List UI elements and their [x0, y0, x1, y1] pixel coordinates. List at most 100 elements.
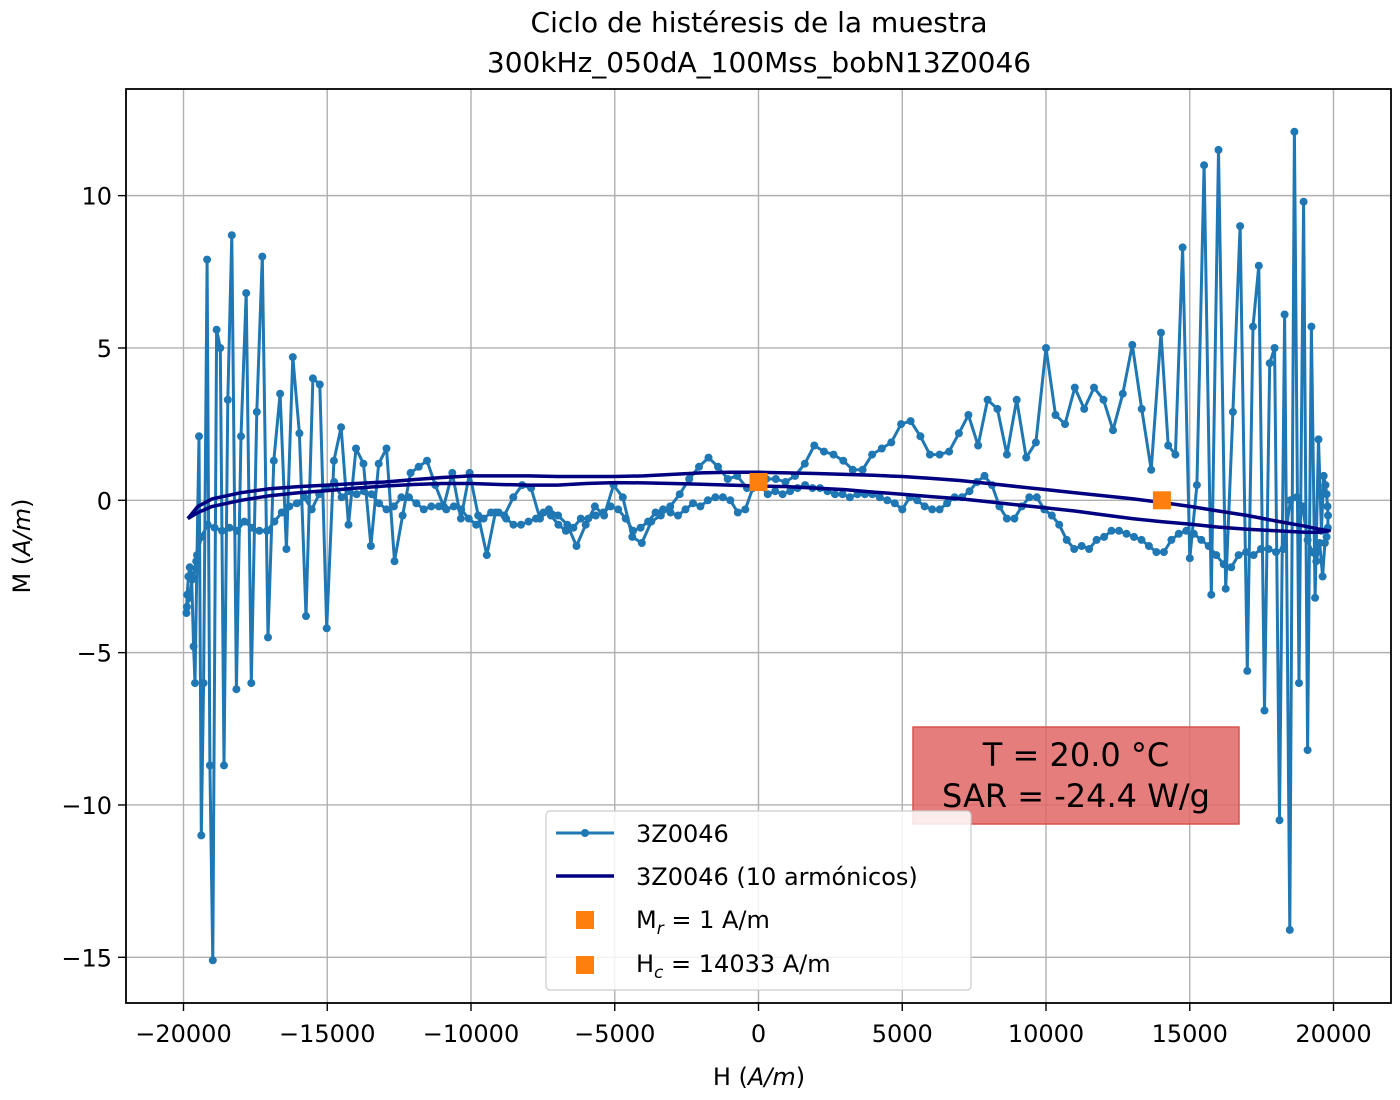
- series-raw-point: [502, 514, 511, 523]
- series-raw-point: [269, 456, 278, 465]
- series-raw-point: [695, 462, 703, 471]
- legend-swatch-raw-dot: [581, 829, 589, 837]
- series-raw-point: [718, 493, 727, 502]
- series-raw-point: [456, 514, 465, 523]
- series-raw-point: [820, 447, 828, 456]
- series-raw-point: [479, 514, 488, 523]
- series-raw-point: [247, 523, 256, 532]
- chart-title-line2: 300kHz_050dA_100Mss_bobN13Z0046: [487, 46, 1031, 79]
- legend-entry-hc-rest: = 14033 A/m: [663, 950, 830, 978]
- series-raw-point: [382, 505, 391, 514]
- series-raw-point: [1323, 502, 1332, 511]
- series-raw-point: [993, 404, 1002, 413]
- chart-title-line1: Ciclo de histéresis de la muestra: [531, 6, 988, 39]
- series-raw-point: [1077, 542, 1086, 550]
- series-raw-point: [1171, 450, 1180, 459]
- legend-entry-hc-symbol: H: [636, 950, 654, 978]
- series-raw-point: [741, 505, 750, 514]
- series-raw-point: [614, 505, 623, 514]
- series-raw-point: [1303, 746, 1312, 755]
- series-raw-point: [264, 633, 272, 642]
- series-raw-point: [875, 493, 884, 502]
- series-raw-point: [1147, 465, 1156, 474]
- series-raw-point: [227, 231, 236, 240]
- series-raw-point: [1312, 557, 1321, 566]
- series-raw-point: [561, 526, 570, 535]
- series-raw-point: [232, 685, 241, 694]
- series-raw-point: [906, 417, 915, 426]
- series-raw-point: [591, 511, 600, 520]
- series-raw-point: [898, 505, 907, 514]
- series-raw-point: [763, 490, 772, 499]
- series-raw-point: [546, 511, 555, 520]
- series-raw-point: [1321, 481, 1330, 490]
- series-raw-point: [389, 502, 398, 511]
- series-raw-point: [974, 441, 983, 450]
- series-raw-point: [277, 508, 286, 517]
- series-raw-point: [1299, 197, 1308, 206]
- series-raw-point: [1055, 520, 1064, 529]
- x-tick-label: 15000: [1152, 1020, 1228, 1048]
- series-raw-point: [778, 490, 787, 499]
- series-raw-point: [322, 624, 331, 633]
- series-raw-point: [203, 520, 212, 529]
- series-raw-point: [1242, 548, 1251, 557]
- series-raw-point: [858, 465, 867, 474]
- series-raw-point: [1315, 539, 1324, 547]
- series-raw-point: [848, 465, 857, 474]
- series-raw-point: [1228, 407, 1237, 416]
- series-raw-point: [366, 542, 375, 550]
- annotation-box: T = 20.0 °C SAR = -24.4 W/g: [912, 726, 1240, 825]
- series-raw-point: [703, 496, 712, 505]
- series-raw-point: [1219, 560, 1228, 569]
- series-raw-point: [1185, 554, 1194, 563]
- series-raw-point: [554, 511, 563, 520]
- series-raw-point: [225, 523, 234, 532]
- series-raw-point: [205, 761, 214, 770]
- x-axis-label-close: ): [796, 1063, 805, 1091]
- series-raw-point: [1002, 514, 1011, 523]
- series-raw-point: [270, 517, 279, 526]
- series-raw-point: [390, 557, 399, 566]
- series-raw-point: [1286, 496, 1295, 505]
- series-raw-point: [1311, 593, 1320, 602]
- series-raw-point: [845, 493, 854, 502]
- series-raw-point: [1042, 344, 1050, 352]
- series-raw-point: [517, 520, 525, 529]
- y-tick-label: −5: [77, 640, 112, 668]
- series-raw-point: [628, 532, 637, 541]
- legend-swatch-hc-marker: [576, 956, 594, 974]
- series-raw-point: [307, 505, 316, 514]
- series-raw-point: [685, 475, 694, 483]
- series-raw-point: [189, 642, 198, 651]
- series-raw-point: [606, 502, 615, 511]
- series-raw-point: [1264, 545, 1273, 553]
- series-raw-point: [831, 490, 839, 499]
- series-raw-point: [726, 496, 735, 505]
- series-raw-point: [1279, 545, 1288, 553]
- series-raw-point: [398, 511, 407, 520]
- series-raw-point: [258, 252, 267, 261]
- x-tick-label: 10000: [1008, 1020, 1084, 1048]
- series-raw-point: [397, 493, 406, 502]
- series-raw-point: [292, 499, 301, 508]
- series-raw-point: [704, 453, 713, 462]
- legend-entry-hc: Hc = 14033 A/m: [636, 950, 831, 983]
- marker-coercivity: [1152, 491, 1171, 510]
- series-raw-point: [584, 514, 593, 523]
- series-raw-point: [868, 450, 877, 459]
- series-raw-point: [1025, 493, 1034, 502]
- annotation-sar: SAR = -24.4 W/g: [942, 777, 1210, 815]
- series-raw-point: [532, 514, 540, 523]
- x-tick-label: −20000: [135, 1020, 231, 1048]
- series-raw-point: [786, 487, 795, 496]
- y-axis-label-unit: A/m: [8, 508, 36, 558]
- series-raw-point: [1200, 161, 1209, 170]
- series-raw-point: [1107, 526, 1116, 535]
- series-raw-point: [590, 502, 599, 511]
- series-raw-point: [252, 407, 261, 416]
- series-raw-point: [352, 490, 361, 499]
- series-raw-point: [329, 456, 338, 465]
- series-raw-point: [897, 420, 906, 429]
- legend-entry-mr: Mr = 1 A/m: [636, 906, 770, 939]
